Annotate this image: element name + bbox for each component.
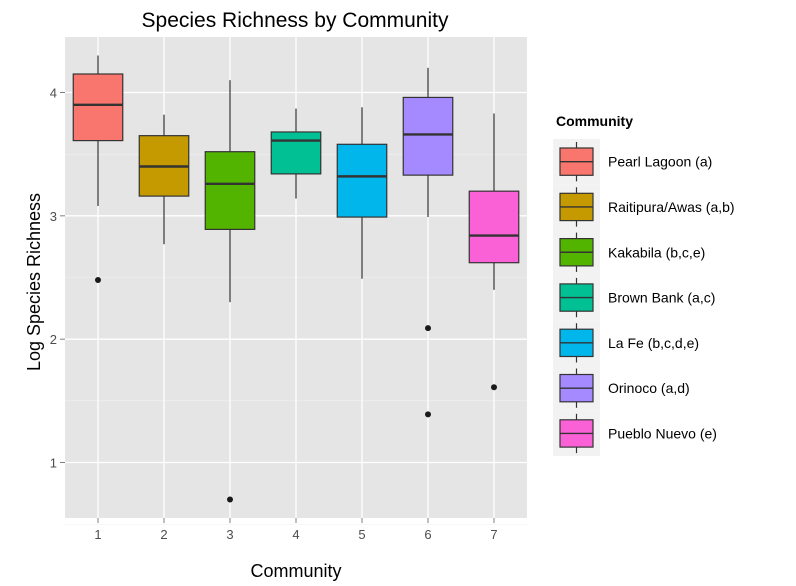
legend-label: La Fe (b,c,d,e) bbox=[608, 335, 699, 351]
box-iqr bbox=[204, 151, 256, 230]
legend-item-5: La Fe (b,c,d,e) bbox=[553, 320, 699, 366]
x-axis-title: Community bbox=[250, 561, 341, 581]
box-2 bbox=[138, 114, 190, 245]
legend-item-4: Brown Bank (a,c) bbox=[553, 274, 715, 321]
box-1 bbox=[72, 55, 124, 283]
chart-title: Species Richness by Community bbox=[142, 9, 449, 32]
x-tick-label: 3 bbox=[226, 527, 233, 542]
legend-item-7: Pueblo Nuevo (e) bbox=[553, 410, 717, 457]
y-axis-ticks: 1 2 3 4 bbox=[50, 86, 65, 471]
box-iqr bbox=[336, 143, 388, 218]
legend-item-3: Kakabila (b,c,e) bbox=[553, 229, 705, 275]
legend-item-6: Orinoco (a,d) bbox=[553, 365, 690, 411]
legend-label: Pearl Lagoon (a) bbox=[608, 154, 712, 170]
legend-label: Brown Bank (a,c) bbox=[608, 290, 715, 306]
boxes bbox=[72, 55, 520, 503]
outlier-point bbox=[491, 384, 497, 391]
box-iqr bbox=[402, 96, 454, 176]
box-iqr bbox=[468, 190, 520, 264]
x-tick-label: 2 bbox=[160, 527, 167, 542]
y-tick-label: 4 bbox=[50, 86, 57, 101]
legend-label: Orinoco (a,d) bbox=[608, 380, 690, 396]
outlier-point bbox=[95, 276, 101, 283]
legend-label: Raitipura/Awas (a,b) bbox=[608, 199, 735, 215]
outlier-point bbox=[425, 325, 431, 332]
legend-item-2: Raitipura/Awas (a,b) bbox=[553, 184, 735, 230]
box-3 bbox=[204, 80, 256, 503]
legend-item-1: Pearl Lagoon (a) bbox=[553, 139, 712, 185]
y-tick-label: 1 bbox=[50, 456, 57, 471]
outlier-point bbox=[227, 496, 233, 503]
box-iqr bbox=[72, 73, 124, 142]
y-axis-title: Log Species Richness bbox=[24, 193, 44, 371]
box-iqr bbox=[270, 131, 322, 175]
x-tick-label: 6 bbox=[424, 527, 431, 542]
legend-label: Pueblo Nuevo (e) bbox=[608, 425, 717, 441]
x-tick-label: 4 bbox=[292, 527, 299, 542]
legend-label: Kakabila (b,c,e) bbox=[608, 244, 705, 260]
box-4 bbox=[270, 108, 322, 199]
x-tick-label: 7 bbox=[490, 527, 497, 542]
box-6 bbox=[402, 67, 454, 418]
x-axis-ticks: 1 2 3 4 5 6 7 bbox=[94, 518, 498, 542]
y-tick-label: 2 bbox=[50, 332, 57, 347]
y-tick-label: 3 bbox=[50, 209, 57, 224]
legend-title: Community bbox=[556, 113, 633, 129]
legend: Community Pearl Lagoon (a) Raitipura/Awas… bbox=[553, 113, 735, 457]
x-tick-label: 1 bbox=[94, 527, 101, 542]
box-5 bbox=[336, 107, 388, 279]
x-tick-label: 5 bbox=[358, 527, 365, 542]
outlier-point bbox=[425, 411, 431, 418]
box-7 bbox=[468, 113, 520, 391]
